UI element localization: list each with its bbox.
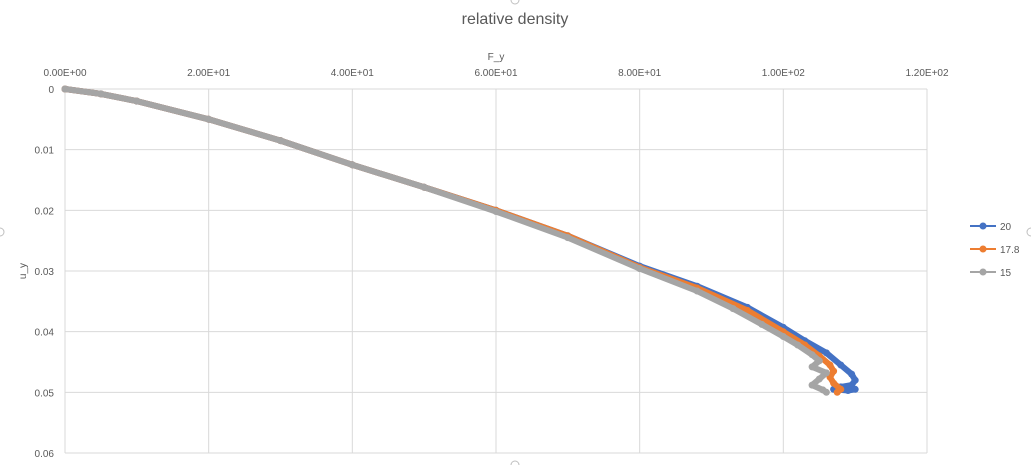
data-point[interactable] [61, 85, 69, 93]
x-tick-label: 4.00E+01 [331, 68, 375, 79]
bottom-resize-handle[interactable] [510, 460, 520, 470]
top-resize-handle[interactable] [510, 0, 520, 5]
y-axis-title: u_y [18, 263, 29, 279]
data-point[interactable] [808, 363, 816, 371]
data-point[interactable] [205, 115, 213, 123]
x-tick-label: 0.00E+00 [43, 68, 87, 79]
data-point[interactable] [851, 385, 859, 393]
legend-item-15[interactable]: 15 [970, 268, 1012, 279]
data-point[interactable] [851, 376, 859, 384]
data-point[interactable] [348, 161, 356, 169]
data-point[interactable] [815, 357, 823, 365]
series-line[interactable] [62, 86, 830, 396]
data-point[interactable] [97, 90, 105, 98]
data-point[interactable] [564, 234, 572, 242]
series-layer [61, 85, 859, 396]
series-15[interactable] [61, 85, 830, 396]
left-resize-handle[interactable] [0, 227, 5, 237]
data-point[interactable] [729, 305, 737, 313]
data-point[interactable] [693, 287, 701, 295]
series-20[interactable] [61, 85, 859, 395]
data-point[interactable] [837, 361, 845, 369]
x-tick-label: 6.00E+01 [474, 68, 518, 79]
y-tick-label: 0.06 [35, 449, 55, 460]
data-point[interactable] [758, 320, 766, 328]
y-tick-label: 0 [48, 85, 54, 96]
data-point[interactable] [848, 370, 856, 378]
legend-swatch-marker [979, 268, 987, 276]
data-point[interactable] [830, 379, 838, 387]
x-axis-title: F_y [488, 52, 505, 63]
legend: 20 17.8 15 [970, 222, 1020, 279]
right-resize-handle[interactable] [1026, 227, 1031, 237]
data-point[interactable] [808, 351, 816, 359]
data-point[interactable] [822, 349, 830, 357]
data-point[interactable] [779, 333, 787, 340]
y-tick-label: 0.04 [35, 328, 55, 339]
data-point[interactable] [815, 375, 823, 383]
data-point[interactable] [420, 183, 428, 191]
x-tick-label: 2.00E+01 [187, 68, 231, 79]
chart-title: relative density [462, 11, 569, 28]
grid-layer [64, 88, 928, 454]
data-point[interactable] [277, 137, 284, 145]
series-line[interactable] [62, 86, 844, 396]
data-point[interactable] [808, 381, 816, 389]
x-tick-label: 1.00E+02 [762, 68, 806, 79]
legend-item-20[interactable]: 20 [970, 222, 1012, 233]
data-point[interactable] [826, 361, 834, 369]
x-tick-label: 1.20E+02 [905, 68, 949, 79]
legend-label: 17.8 [1000, 245, 1020, 256]
y-tick-label: 0.05 [35, 388, 55, 399]
data-point[interactable] [794, 341, 802, 349]
x-tick-label: 8.00E+01 [618, 68, 662, 79]
data-point[interactable] [822, 369, 830, 377]
legend-item-17.8[interactable]: 17.8 [970, 245, 1020, 256]
series-line[interactable] [62, 86, 859, 394]
y-tick-label: 0.03 [35, 267, 55, 278]
data-point[interactable] [822, 388, 830, 396]
legend-label: 15 [1000, 268, 1012, 279]
tick-layer: 0.00E+00 2.00E+01 4.00E+01 6.00E+01 8.00E+01… [35, 68, 949, 460]
y-tick-label: 0.02 [35, 206, 55, 217]
data-point[interactable] [844, 387, 852, 394]
data-point[interactable] [636, 265, 644, 273]
legend-swatch-marker [979, 245, 987, 253]
data-point[interactable] [830, 367, 838, 375]
y-tick-label: 0.01 [35, 146, 55, 157]
series-17.8[interactable] [61, 85, 845, 396]
data-point[interactable] [492, 208, 500, 215]
data-point[interactable] [133, 97, 141, 105]
data-point[interactable] [833, 388, 841, 396]
legend-swatch-marker [979, 222, 987, 230]
legend-label: 20 [1000, 222, 1012, 233]
